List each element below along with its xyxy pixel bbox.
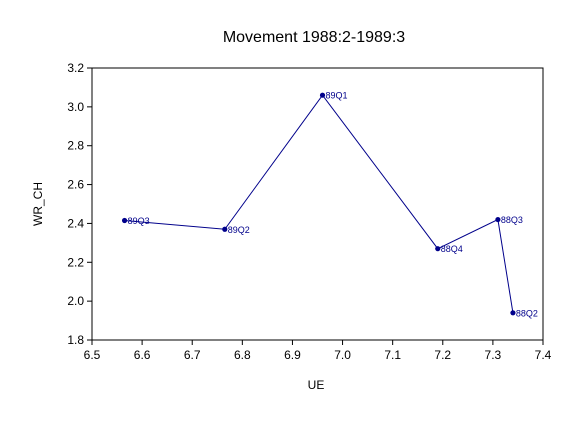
x-tick-label: 7.3	[485, 348, 502, 362]
data-point	[510, 310, 516, 316]
data-points: 88Q2 88Q3 88Q4 89Q1 89Q2 89Q3	[121, 91, 538, 318]
data-point	[319, 92, 326, 98]
y-tick-label: 2.0	[67, 294, 84, 308]
y-tick-label: 2.6	[67, 178, 84, 192]
x-tick-label: 7.0	[334, 348, 351, 362]
x-axis: 6.5 6.6 6.7 6.8 6.9 7.0 7.1 7.2 7.3 7.4	[84, 340, 552, 362]
y-tick-label: 2.8	[67, 139, 84, 153]
data-point	[222, 226, 228, 232]
y-tick-label: 2.2	[67, 255, 84, 269]
chart-title: Movement 1988:2-1989:3	[223, 29, 405, 46]
y-tick-label: 3.2	[67, 61, 84, 75]
data-point-label: 88Q4	[441, 244, 463, 254]
series-line	[124, 94, 514, 313]
y-tick-label: 1.8	[67, 333, 84, 347]
y-axis: 1.8 2.0 2.2 2.4 2.6 2.8 3.0 3.2	[67, 61, 92, 347]
y-tick-label: 2.4	[67, 216, 84, 230]
x-tick-label: 7.4	[535, 348, 552, 362]
data-point	[495, 216, 501, 223]
x-axis-label: UE	[308, 378, 325, 392]
x-tick-label: 6.6	[134, 348, 151, 362]
x-tick-label: 6.9	[284, 348, 301, 362]
x-tick-label: 6.7	[184, 348, 201, 362]
x-tick-label: 7.1	[384, 348, 401, 362]
x-tick-label: 7.2	[434, 348, 451, 362]
data-point-label: 88Q3	[501, 215, 523, 225]
data-point-label: 89Q3	[128, 216, 150, 226]
x-tick-label: 6.5	[84, 348, 101, 362]
data-point-label: 89Q2	[228, 225, 250, 235]
data-point	[435, 246, 441, 252]
y-tick-label: 3.0	[67, 100, 84, 114]
x-tick-label: 6.8	[234, 348, 251, 362]
data-point-label: 89Q1	[326, 91, 348, 101]
data-point	[121, 217, 128, 224]
data-point-label: 88Q2	[516, 308, 538, 318]
plot-frame	[91, 67, 544, 341]
y-axis-label: WR_CH	[31, 182, 45, 226]
